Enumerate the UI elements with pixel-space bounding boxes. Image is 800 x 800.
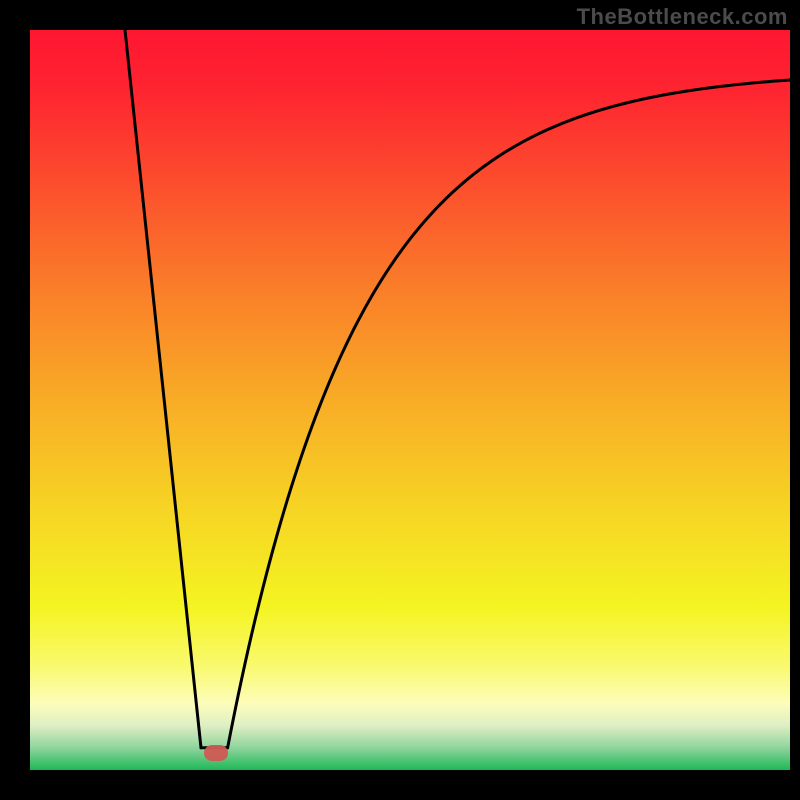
right-asymptotic-curve [228, 80, 790, 748]
curve-layer [30, 30, 790, 770]
plot-area [30, 30, 790, 770]
optimum-marker [204, 745, 228, 761]
attribution-watermark: TheBottleneck.com [577, 4, 788, 30]
left-descending-line [125, 30, 201, 748]
chart-container: { "canvas": { "width": 800, "height": 80… [0, 0, 800, 800]
